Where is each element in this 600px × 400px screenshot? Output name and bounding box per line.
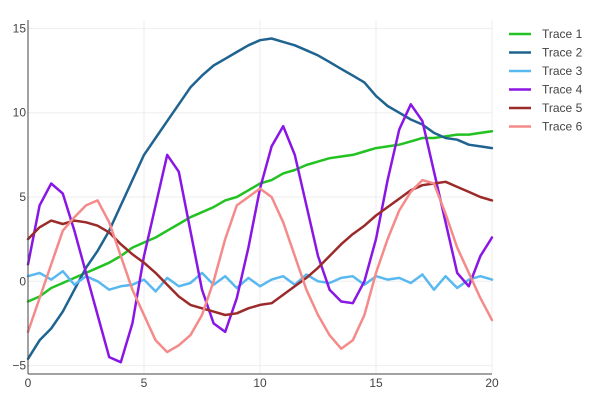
series-line-2 [26, 37, 494, 361]
series-line-1 [26, 130, 494, 303]
legend[interactable]: Trace 1 Trace 2 Trace 3 Trace 4 Trace 5 Trace… [509, 27, 583, 134]
legend-item-1[interactable]: Trace 1 [509, 27, 583, 41]
y-tick-label: 0 [19, 274, 26, 288]
x-tick-label: 15 [369, 376, 383, 390]
legend-label: Trace 6 [542, 120, 583, 134]
y-tick-label: 10 [13, 106, 27, 120]
legend-label: Trace 3 [542, 64, 583, 78]
y-tick-label: −5 [12, 359, 26, 373]
legend-item-3[interactable]: Trace 3 [509, 64, 583, 78]
axes: 0 5 10 15 20 −5 0 5 10 15 [12, 20, 499, 390]
series-line-3 [26, 269, 494, 293]
legend-item-2[interactable]: Trace 2 [509, 46, 583, 60]
series-line-6 [26, 178, 494, 354]
x-tick-label: 20 [485, 376, 499, 390]
legend-item-4[interactable]: Trace 4 [509, 83, 583, 97]
x-tick-label: 0 [25, 376, 32, 390]
y-tick-label: 5 [19, 190, 26, 204]
x-tick-label: 5 [141, 376, 148, 390]
legend-item-6[interactable]: Trace 6 [509, 120, 583, 134]
legend-label: Trace 4 [542, 83, 583, 97]
x-tick-label: 10 [253, 376, 267, 390]
plot-traces [26, 37, 494, 364]
legend-label: Trace 2 [542, 46, 583, 60]
legend-label: Trace 5 [542, 101, 583, 115]
legend-item-5[interactable]: Trace 5 [509, 101, 583, 115]
legend-label: Trace 1 [542, 27, 583, 41]
y-tick-label: 15 [13, 21, 27, 35]
